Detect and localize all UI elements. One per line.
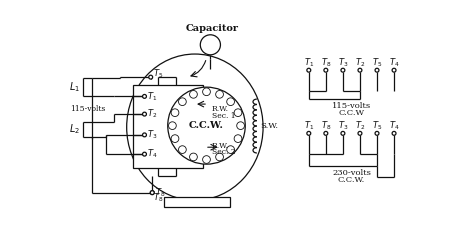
Circle shape (149, 75, 153, 79)
Text: $L_1$: $L_1$ (69, 80, 80, 94)
Text: $T_8$: $T_8$ (155, 186, 165, 199)
Circle shape (202, 88, 210, 96)
Circle shape (237, 122, 245, 130)
Text: $T_4$: $T_4$ (389, 119, 399, 132)
Circle shape (234, 109, 242, 117)
Circle shape (216, 90, 223, 98)
Circle shape (358, 131, 362, 135)
Circle shape (324, 131, 328, 135)
Text: 115-volts: 115-volts (332, 102, 371, 110)
Text: $T_5$: $T_5$ (153, 67, 164, 80)
Bar (164, 197, 230, 207)
Text: 230-volts: 230-volts (332, 169, 371, 177)
Circle shape (227, 98, 235, 106)
Circle shape (143, 95, 146, 98)
Text: $T_4$: $T_4$ (147, 148, 157, 160)
Circle shape (358, 68, 362, 72)
Text: 115-volts: 115-volts (70, 105, 106, 113)
Ellipse shape (127, 54, 263, 200)
Circle shape (341, 68, 345, 72)
Circle shape (227, 146, 235, 153)
Text: R.W.: R.W. (212, 106, 229, 113)
Text: C.C.W.: C.C.W. (338, 176, 365, 184)
Circle shape (190, 153, 197, 161)
Circle shape (143, 112, 146, 116)
Circle shape (143, 152, 146, 156)
Text: C.C.W.: C.C.W. (189, 121, 224, 130)
Circle shape (392, 68, 396, 72)
Circle shape (307, 68, 311, 72)
Text: R.W.: R.W. (212, 142, 229, 150)
Circle shape (168, 87, 245, 164)
Text: Capacitor: Capacitor (185, 24, 238, 33)
Text: $T_8$: $T_8$ (320, 56, 331, 69)
Text: $T_2$: $T_2$ (147, 108, 157, 120)
Circle shape (179, 146, 186, 153)
Bar (133, 85, 202, 168)
Circle shape (216, 153, 223, 161)
Text: $L_2$: $L_2$ (69, 122, 80, 136)
Text: $T_2$: $T_2$ (355, 56, 365, 69)
Circle shape (171, 109, 179, 117)
Text: $T_1$: $T_1$ (304, 56, 314, 69)
Text: $T_8$: $T_8$ (320, 119, 331, 132)
Text: C.C.W: C.C.W (338, 109, 365, 117)
Text: $T_1$: $T_1$ (304, 119, 314, 132)
Text: $T_3$: $T_3$ (337, 56, 348, 69)
Circle shape (324, 68, 328, 72)
Circle shape (392, 131, 396, 135)
Circle shape (179, 98, 186, 106)
Circle shape (150, 191, 154, 195)
Circle shape (171, 135, 179, 142)
Circle shape (201, 35, 220, 55)
Circle shape (375, 68, 379, 72)
Text: Sec. 2: Sec. 2 (212, 148, 236, 156)
Text: $T_8$: $T_8$ (153, 192, 164, 204)
Text: $T_5$: $T_5$ (372, 56, 382, 69)
Text: $T_3$: $T_3$ (337, 119, 348, 132)
Circle shape (169, 122, 176, 130)
Circle shape (150, 191, 154, 195)
Text: $T_4$: $T_4$ (389, 56, 399, 69)
Circle shape (234, 135, 242, 142)
Text: $T_2$: $T_2$ (355, 119, 365, 132)
Circle shape (202, 156, 210, 163)
Circle shape (307, 131, 311, 135)
Text: Sec. 1: Sec. 1 (212, 112, 236, 120)
Circle shape (341, 131, 345, 135)
Text: $T_5$: $T_5$ (372, 119, 382, 132)
Text: $T_1$: $T_1$ (147, 90, 157, 103)
Circle shape (375, 131, 379, 135)
Circle shape (190, 90, 197, 98)
Text: $T_3$: $T_3$ (147, 129, 157, 141)
Circle shape (143, 133, 146, 137)
Text: S.W.: S.W. (260, 122, 278, 130)
